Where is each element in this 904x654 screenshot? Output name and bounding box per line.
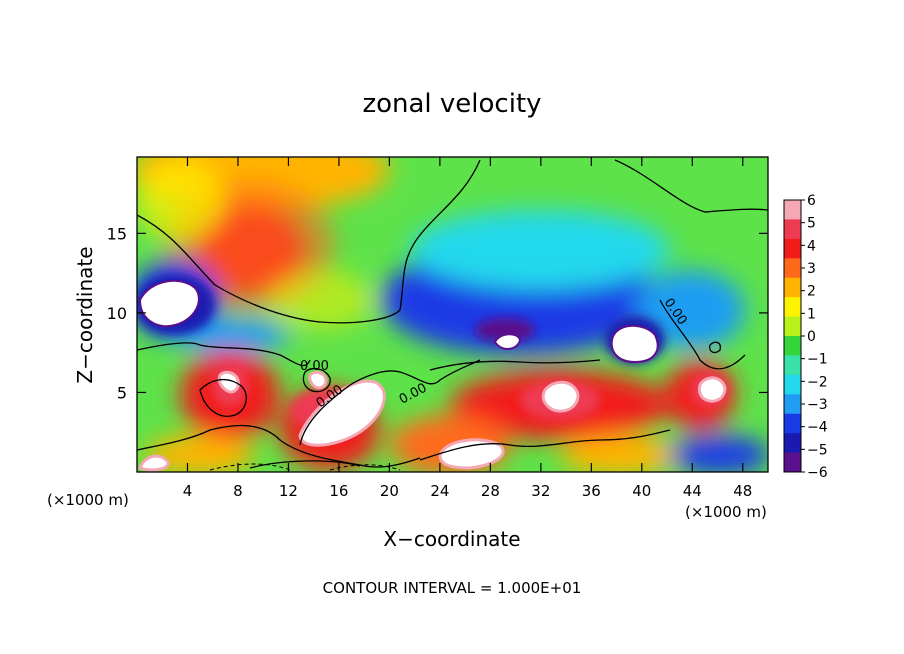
x-tick-label: 4 — [183, 482, 193, 500]
colorbar-label: −4 — [807, 420, 828, 436]
colorbar-swatch — [784, 219, 801, 240]
plot-area — [137, 157, 768, 472]
colorbar-label: −1 — [807, 352, 828, 368]
colorbar-label: −6 — [807, 465, 828, 481]
y-axis-ticks: 5 10 15 — [107, 224, 768, 402]
colorbar-swatch — [784, 297, 801, 318]
colorbar-label: 0 — [807, 329, 816, 345]
colorbar-swatch — [784, 258, 801, 279]
colorbar-swatch — [784, 413, 801, 434]
x-tick-label: 20 — [380, 482, 399, 500]
colorbar-label: 2 — [807, 284, 816, 300]
colorbar-label: 6 — [807, 193, 816, 209]
colorbar-swatch — [784, 316, 801, 337]
x-tick-label: 16 — [329, 482, 348, 500]
chart-title: zonal velocity — [362, 89, 541, 119]
x-axis-label: X−coordinate — [383, 527, 520, 551]
colorbar-label: −5 — [807, 442, 828, 458]
colorbar-swatch — [784, 452, 801, 473]
plot-frame — [136, 156, 769, 473]
colorbar-label: 1 — [807, 306, 816, 322]
colorbar: 6 5 4 3 2 1 0 −1 −2 −3 −4 −5 −6 — [783, 193, 828, 481]
colorbar-label: 5 — [807, 216, 816, 232]
x-tick-label: 24 — [430, 482, 449, 500]
y-tick-label: 15 — [107, 224, 127, 243]
colorbar-label: 4 — [807, 238, 816, 254]
x-tick-label: 32 — [531, 482, 550, 500]
y-tick-label: 5 — [117, 383, 127, 402]
colorbar-label: −2 — [807, 374, 828, 390]
x-tick-label: 36 — [582, 482, 601, 500]
colorbar-swatch — [784, 277, 801, 298]
y-tick-label: 10 — [107, 304, 127, 323]
contour-interval-note: CONTOUR INTERVAL = 1.000E+01 — [323, 579, 582, 597]
colorbar-swatch — [784, 433, 801, 454]
x-tick-label: 40 — [632, 482, 651, 500]
colorbar-swatch — [784, 374, 801, 395]
x-axis-ticks: 4 8 12 16 20 24 28 32 36 40 44 48 — [183, 157, 752, 500]
colorbar-label: 3 — [807, 261, 816, 277]
x-tick-label: 8 — [233, 482, 243, 500]
contour-label: 0.00 — [300, 359, 329, 374]
colorbar-label: −3 — [807, 397, 828, 413]
x-tick-label: 48 — [733, 482, 752, 500]
x-tick-label: 28 — [481, 482, 500, 500]
x-tick-label: 12 — [279, 482, 298, 500]
y-axis-label: Z−coordinate — [73, 246, 97, 383]
colorbar-swatch — [784, 336, 801, 356]
colorbar-swatch — [784, 200, 801, 220]
colorbar-swatch — [784, 238, 801, 259]
colorbar-swatch — [784, 355, 801, 376]
x-unit-left: (×1000 m) — [47, 491, 129, 509]
x-tick-label: 44 — [683, 482, 702, 500]
x-unit-right: (×1000 m) — [685, 503, 767, 521]
colorbar-swatch — [784, 394, 801, 415]
